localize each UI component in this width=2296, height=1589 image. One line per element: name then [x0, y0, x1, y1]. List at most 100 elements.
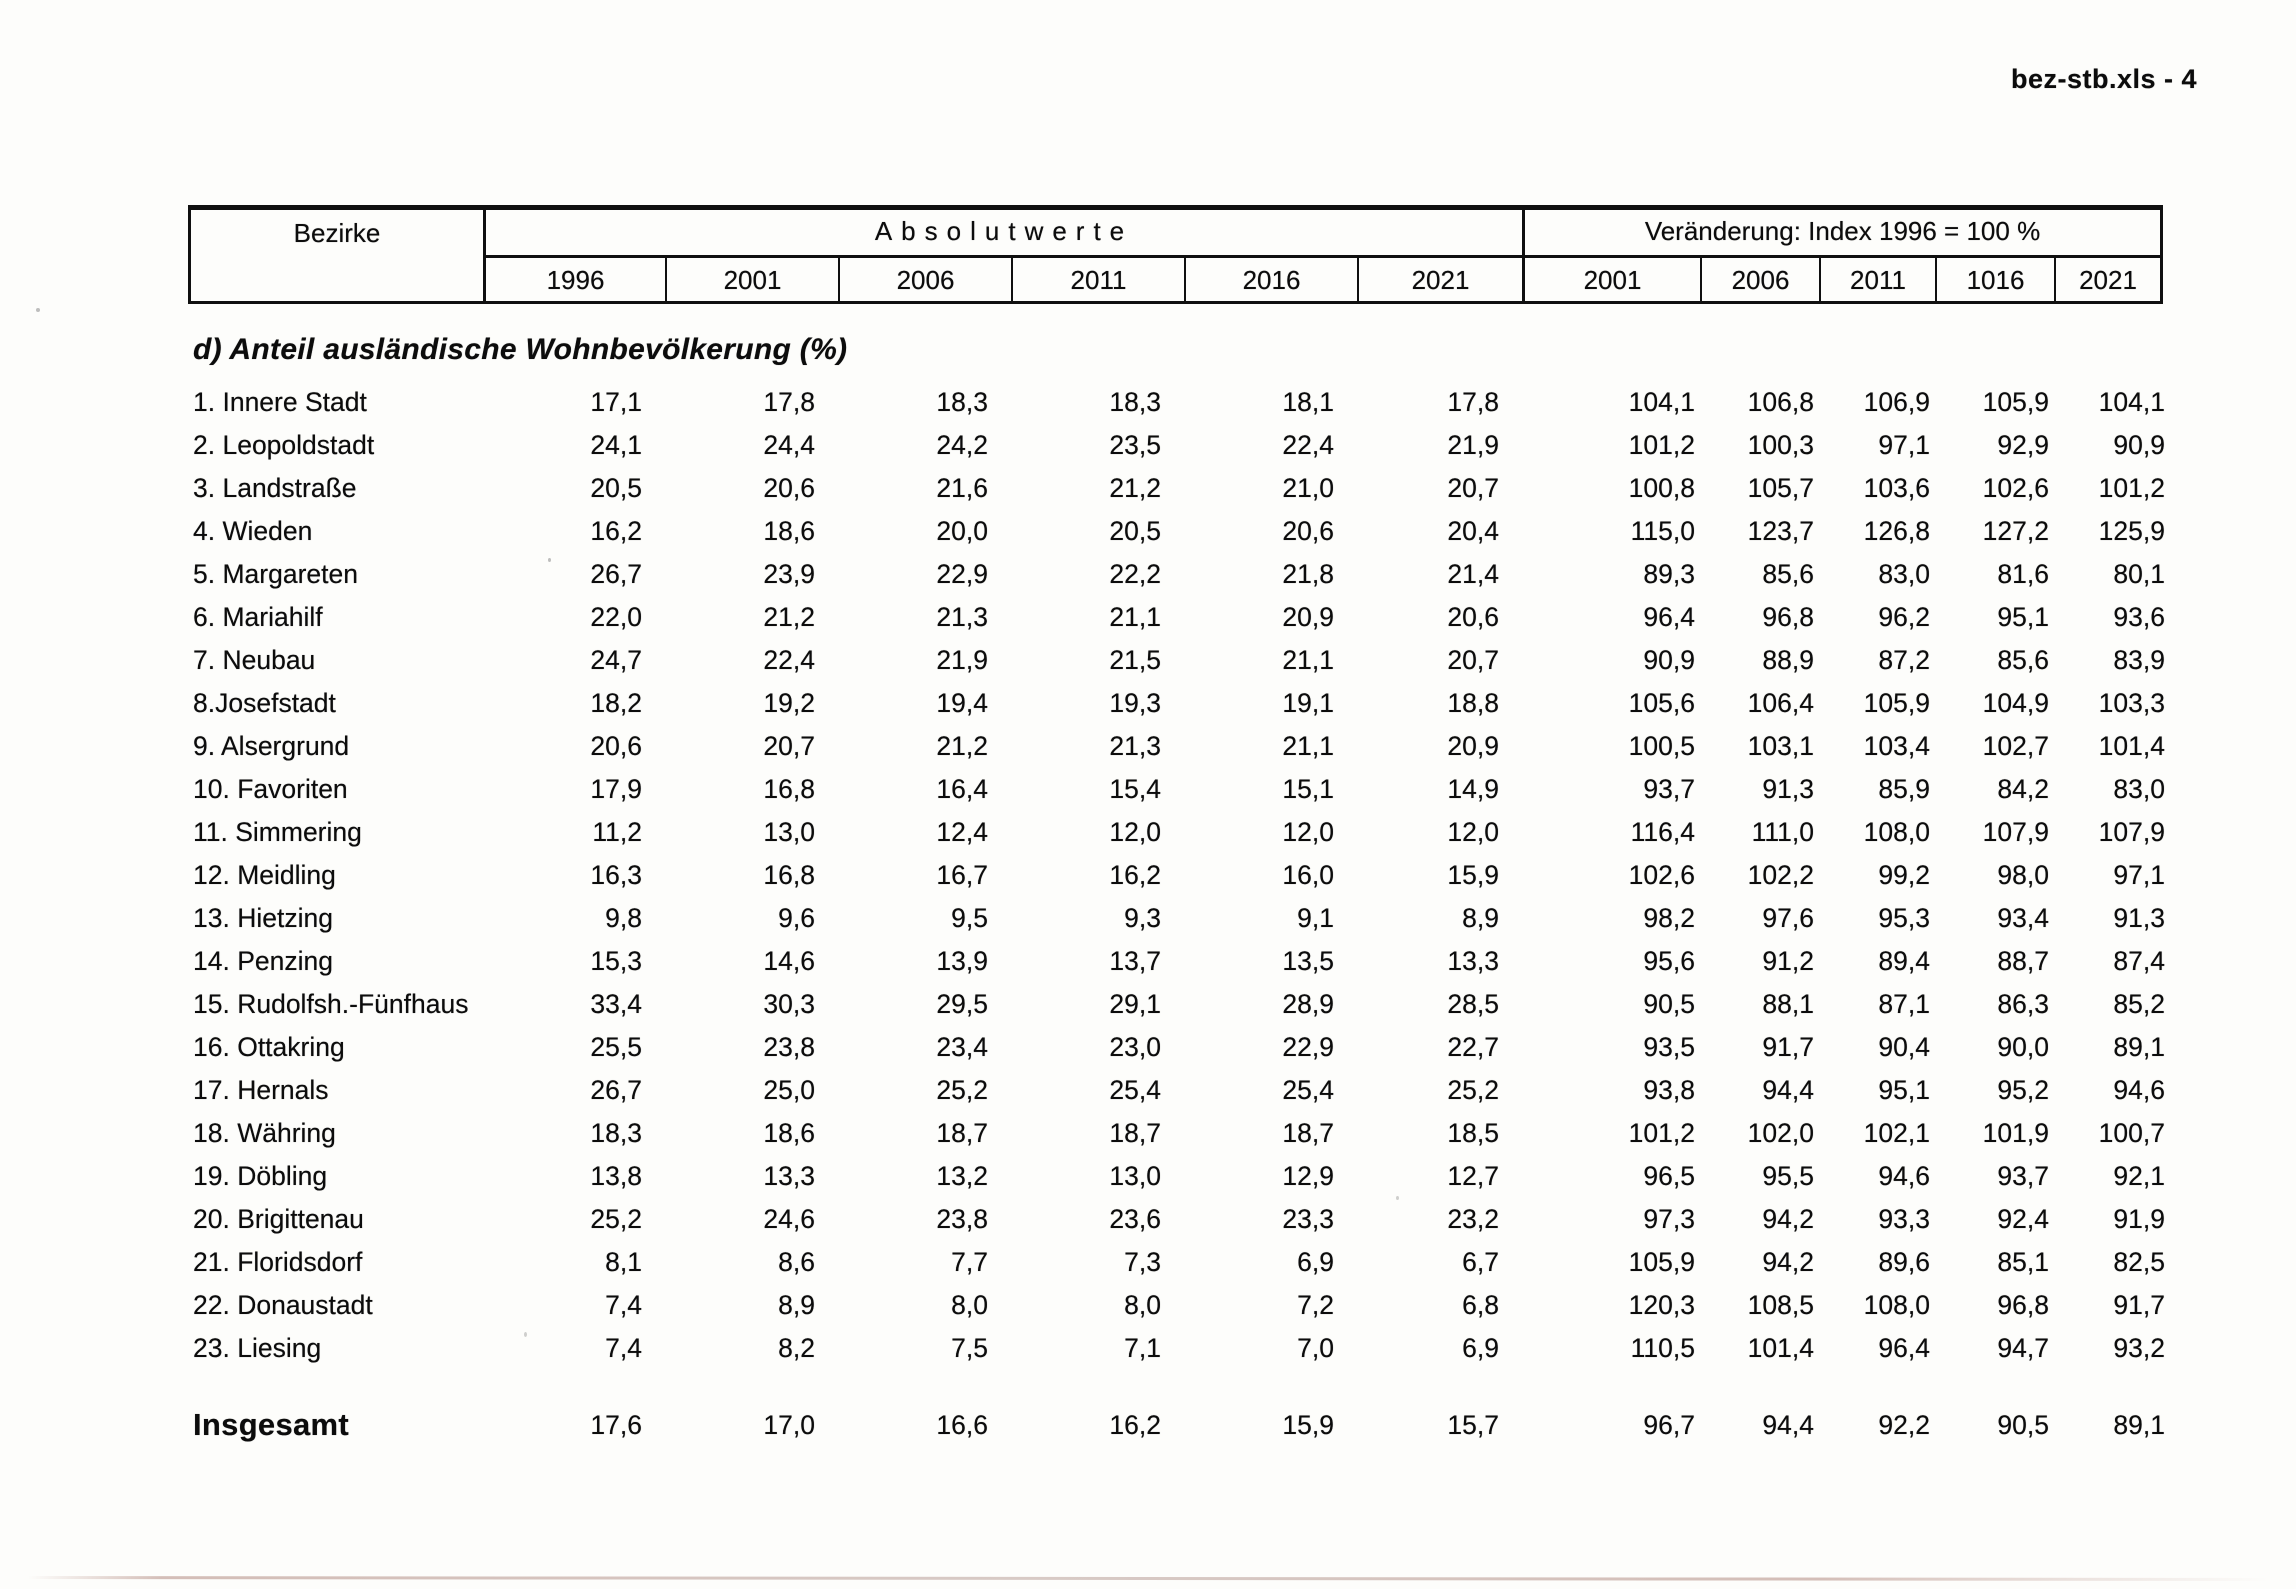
table-row: 11. Simmering 11,2 13,0 12,4 12,0 12,0 12,0 116… [0, 811, 2296, 854]
value-cell: 90,9 [2113, 430, 2165, 460]
total-label: Insgesamt [193, 1407, 350, 1442]
scan-speck [548, 558, 551, 562]
value-cell: 8,9 [778, 1290, 815, 1320]
value-cell: 14,6 [763, 946, 815, 976]
value-cell: 22,4 [763, 645, 815, 675]
value-cell: 23,4 [936, 1032, 988, 1062]
value-cell: 103,6 [1863, 473, 1930, 503]
value-cell: 87,2 [1878, 645, 1930, 675]
value-cell: 20,6 [1447, 602, 1499, 632]
value-cell: 101,2 [1628, 1118, 1695, 1148]
value-cell: 107,9 [2098, 817, 2165, 847]
value-cell: 11,2 [592, 817, 642, 847]
value-cell: 18,7 [936, 1118, 988, 1148]
value-cell: 23,3 [1282, 1204, 1334, 1234]
value-cell: 25,4 [1109, 1075, 1161, 1105]
table-row: 15. Rudolfsh.-Fünfhaus 33,4 30,3 29,5 29,1 28… [0, 983, 2296, 1026]
value-cell: 18,6 [763, 516, 815, 546]
district-label: 7. Neubau [193, 645, 316, 675]
value-cell: 80,1 [2113, 559, 2165, 589]
value-cell: 94,2 [1762, 1247, 1814, 1277]
value-cell: 100,3 [1747, 430, 1814, 460]
value-cell: 13,0 [1109, 1161, 1161, 1191]
value-cell: 96,7 [1643, 1409, 1695, 1440]
value-cell: 18,3 [936, 387, 988, 417]
value-cell: 13,7 [1109, 946, 1161, 976]
table-row: 4. Wieden 16,2 18,6 20,0 20,5 20,6 20,4 115,0 12… [0, 510, 2296, 553]
value-cell: 16,2 [1109, 860, 1161, 890]
value-cell: 90,5 [1643, 989, 1695, 1019]
value-cell: 107,9 [1982, 817, 2049, 847]
value-cell: 17,9 [590, 774, 642, 804]
value-cell: 16,2 [590, 516, 642, 546]
value-cell: 116,4 [1630, 817, 1695, 847]
value-cell: 19,4 [936, 688, 988, 718]
value-cell: 21,8 [1282, 559, 1334, 589]
value-cell: 104,1 [2098, 387, 2165, 417]
value-cell: 16,8 [763, 774, 815, 804]
value-cell: 12,0 [1109, 817, 1161, 847]
value-cell: 23,8 [763, 1032, 815, 1062]
table-row: 19. Döbling 13,8 13,3 13,2 13,0 12,9 12,7 96,5 9… [0, 1155, 2296, 1198]
value-cell: 7,3 [1124, 1247, 1161, 1277]
value-cell: 23,0 [1109, 1032, 1161, 1062]
value-cell: 25,0 [763, 1075, 815, 1105]
value-cell: 91,3 [2113, 903, 2165, 933]
value-cell: 13,9 [936, 946, 988, 976]
value-cell: 18,7 [1109, 1118, 1161, 1148]
value-cell: 22,7 [1447, 1032, 1499, 1062]
value-cell: 15,9 [1282, 1409, 1334, 1440]
value-cell: 120,3 [1628, 1290, 1695, 1320]
value-cell: 7,2 [1297, 1290, 1334, 1320]
value-cell: 97,1 [2113, 860, 2165, 890]
value-cell: 102,1 [1863, 1118, 1930, 1148]
value-cell: 93,4 [1997, 903, 2049, 933]
year-header-cell: 1016 [1935, 258, 2054, 301]
table-row: 14. Penzing 15,3 14,6 13,9 13,7 13,5 13,3 95,6 9… [0, 940, 2296, 983]
value-cell: 21,4 [1447, 559, 1499, 589]
value-cell: 21,2 [1109, 473, 1161, 503]
district-label: 15. Rudolfsh.-Fünfhaus [193, 989, 469, 1019]
district-label: 21. Floridsdorf [193, 1247, 363, 1277]
value-cell: 88,1 [1762, 989, 1814, 1019]
value-cell: 108,0 [1863, 1290, 1930, 1320]
value-cell: 99,2 [1878, 860, 1930, 890]
value-cell: 9,3 [1124, 903, 1161, 933]
table-row: 23. Liesing 7,4 8,2 7,5 7,1 7,0 6,9 110,5 101,4 9… [0, 1327, 2296, 1370]
value-cell: 102,0 [1747, 1118, 1814, 1148]
value-cell: 94,2 [1762, 1204, 1814, 1234]
value-cell: 84,2 [1997, 774, 2049, 804]
table-row: 2. Leopoldstadt 24,1 24,4 24,2 23,5 22,4 21,9 1… [0, 424, 2296, 467]
value-cell: 110,5 [1630, 1333, 1695, 1363]
value-cell: 90,4 [1878, 1032, 1930, 1062]
value-cell: 21,5 [1109, 645, 1161, 675]
value-cell: 101,2 [1628, 430, 1695, 460]
table-row: 8.Josefstadt 18,2 19,2 19,4 19,3 19,1 18,8 105,… [0, 682, 2296, 725]
value-cell: 21,0 [1282, 473, 1334, 503]
value-cell: 12,0 [1447, 817, 1499, 847]
scan-speck [36, 308, 40, 312]
value-cell: 24,2 [936, 430, 988, 460]
value-cell: 92,1 [2113, 1161, 2165, 1191]
value-cell: 87,1 [1878, 989, 1930, 1019]
value-cell: 25,2 [1447, 1075, 1499, 1105]
value-cell: 13,0 [763, 817, 815, 847]
value-cell: 26,7 [590, 559, 642, 589]
district-label: 6. Mariahilf [193, 602, 323, 632]
value-cell: 18,6 [763, 1118, 815, 1148]
value-cell: 85,9 [1878, 774, 1930, 804]
district-label: 19. Döbling [193, 1161, 328, 1191]
value-cell: 17,1 [590, 387, 642, 417]
value-cell: 106,9 [1863, 387, 1930, 417]
value-cell: 33,4 [590, 989, 642, 1019]
value-cell: 90,9 [1643, 645, 1695, 675]
value-cell: 111,0 [1751, 817, 1814, 847]
value-cell: 7,0 [1297, 1333, 1334, 1363]
value-cell: 21,3 [936, 602, 988, 632]
absolute-values-section-header: Absolutwerte [486, 210, 1522, 258]
year-header-cell: 2016 [1184, 258, 1357, 301]
value-cell: 7,4 [605, 1333, 642, 1363]
value-cell: 16,8 [763, 860, 815, 890]
value-cell: 85,2 [2113, 989, 2165, 1019]
